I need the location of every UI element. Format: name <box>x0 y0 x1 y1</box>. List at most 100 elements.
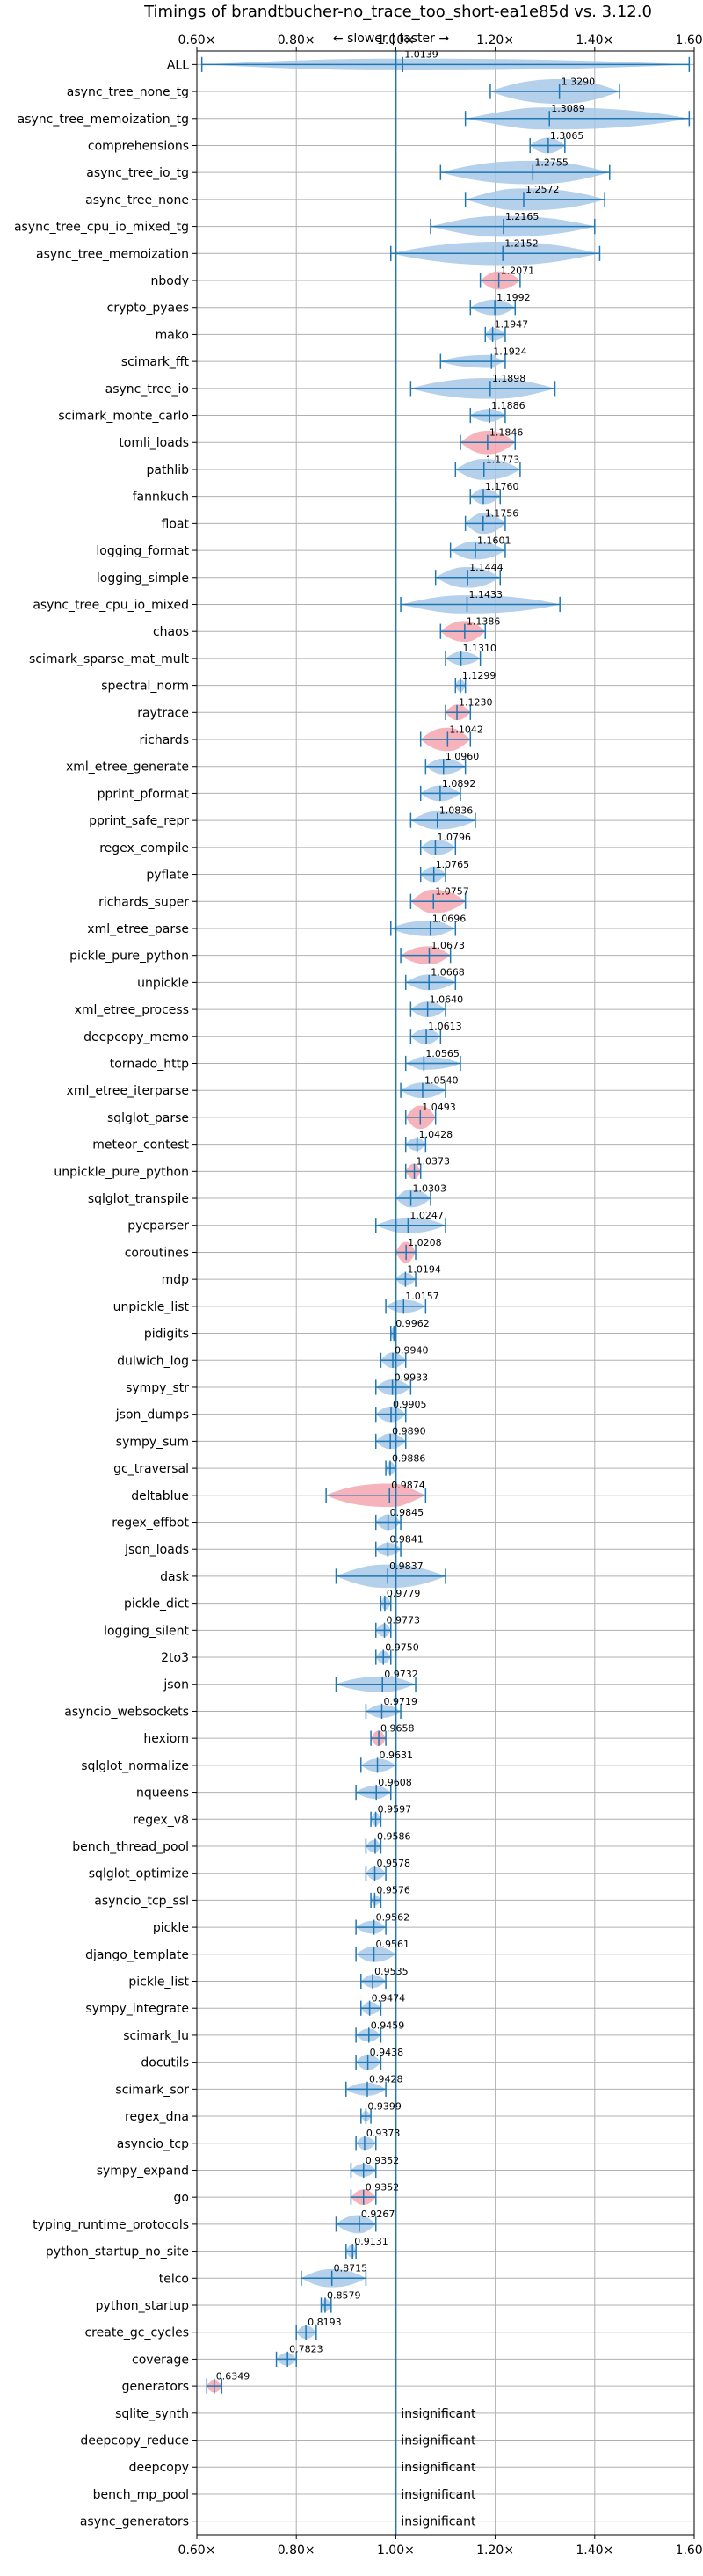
value-label: 0.8715 <box>334 2263 368 2274</box>
category-label: pickle <box>153 1921 189 1935</box>
value-label: 1.1386 <box>467 616 501 628</box>
category-label: pprint_safe_repr <box>89 814 189 828</box>
value-label: 0.9576 <box>376 1885 410 1896</box>
category-label: 2to3 <box>161 1651 189 1665</box>
value-label: 1.0247 <box>409 1210 444 1221</box>
insignificant-label: insignificant <box>401 2407 476 2421</box>
category-label: tomli_loads <box>119 436 189 450</box>
value-label: 0.9890 <box>392 1426 426 1437</box>
category-label: python_startup <box>96 2299 189 2313</box>
value-label: 1.2165 <box>505 211 540 222</box>
category-label: xml_etree_process <box>75 1003 189 1017</box>
category-label: xml_etree_generate <box>66 760 189 775</box>
category-label: sympy_str <box>126 1381 189 1395</box>
category-label: logging_silent <box>104 1624 189 1638</box>
x-tick-label-top: 1.60× <box>676 33 703 47</box>
category-label: richards_super <box>98 895 189 909</box>
value-label: 1.1756 <box>485 508 519 520</box>
category-label: deepcopy <box>129 2461 189 2475</box>
value-label: 0.9535 <box>374 1966 409 1977</box>
value-label: 1.0373 <box>417 1156 451 1168</box>
value-label: 0.9373 <box>366 2128 401 2139</box>
category-label: async_tree_cpu_io_mixed <box>33 598 189 612</box>
category-label: deepcopy_reduce <box>80 2434 189 2449</box>
category-label: sqlglot_normalize <box>81 1759 189 1773</box>
category-label: json_dumps <box>115 1408 189 1423</box>
value-label: 1.2071 <box>501 265 535 276</box>
value-label: 1.0540 <box>424 1075 459 1087</box>
value-label: 0.9438 <box>370 2047 404 2058</box>
value-label: 0.9561 <box>376 1939 410 1950</box>
category-label: scimark_lu <box>123 2029 189 2043</box>
category-label: float <box>162 517 190 531</box>
value-label: 1.0673 <box>431 940 465 951</box>
value-label: 1.2755 <box>534 157 569 169</box>
value-label: 0.9352 <box>366 2155 400 2166</box>
category-label: hexiom <box>143 1732 189 1746</box>
value-label: 1.0640 <box>430 993 464 1005</box>
value-label: 0.9837 <box>389 1561 424 1572</box>
value-label: 0.7823 <box>289 2344 323 2355</box>
category-label: mako <box>156 328 189 342</box>
category-label: raytrace <box>137 706 189 720</box>
category-label: meteor_contest <box>92 1139 189 1153</box>
x-tick-label-bottom: 1.00× <box>377 2543 415 2558</box>
value-label: 1.0892 <box>442 778 476 790</box>
insignificant-label: insignificant <box>401 2461 476 2475</box>
category-label: async_generators <box>80 2515 189 2529</box>
category-label: async_tree_memoization_tg <box>18 113 189 127</box>
chart-subtitle: ← slower | faster → <box>333 32 449 46</box>
category-label: unpickle_pure_python <box>54 1165 189 1179</box>
value-label: 0.9267 <box>361 2209 395 2220</box>
category-label: pickle_list <box>128 1976 189 1990</box>
value-label: 0.9886 <box>392 1452 426 1464</box>
value-label: 1.1760 <box>485 481 519 492</box>
category-label: chaos <box>153 625 189 639</box>
category-label: pathlib <box>147 463 190 477</box>
value-label: 0.9428 <box>369 2074 403 2085</box>
category-label: async_tree_io <box>105 382 189 397</box>
category-label: fannkuch <box>133 491 189 505</box>
category-label: python_startup_no_site <box>46 2245 189 2259</box>
category-label: xml_etree_iterparse <box>67 1084 189 1098</box>
category-label: asyncio_tcp <box>117 2137 189 2151</box>
category-label: sympy_expand <box>97 2164 189 2178</box>
x-tick-label-top: 0.80× <box>278 33 315 47</box>
category-label: sympy_sum <box>116 1435 189 1449</box>
category-label: go <box>174 2191 189 2205</box>
category-label: ALL <box>167 58 189 72</box>
category-label: json <box>163 1678 189 1692</box>
category-label: gc_traversal <box>113 1462 189 1476</box>
value-label: 0.9597 <box>378 1804 412 1816</box>
x-tick-label-bottom: 1.60× <box>676 2543 703 2558</box>
value-label: 1.1924 <box>493 346 527 357</box>
category-label: logging_simple <box>97 571 189 586</box>
category-label: generators <box>122 2380 189 2394</box>
value-label: 1.3290 <box>562 76 596 87</box>
violin-layer <box>200 51 691 2535</box>
category-label: unpickle <box>137 976 189 990</box>
category-label: scimark_monte_carlo <box>58 410 189 424</box>
value-label: 0.9658 <box>380 1722 415 1734</box>
category-label: deepcopy_memo <box>83 1030 189 1044</box>
value-label: 1.1846 <box>489 427 524 439</box>
category-label: pycparser <box>127 1219 189 1233</box>
value-label: 0.9352 <box>366 2181 400 2193</box>
value-label: 1.2152 <box>504 238 539 250</box>
value-label: 1.2572 <box>525 184 560 195</box>
category-label: pyflate <box>146 869 189 883</box>
value-label: 0.9874 <box>391 1480 425 1491</box>
x-tick-label-bottom: 1.40× <box>576 2543 613 2558</box>
value-label: 1.0208 <box>408 1237 442 1248</box>
category-label: async_tree_cpu_io_mixed_tg <box>14 221 189 235</box>
category-label: richards <box>140 733 190 747</box>
value-label: 0.9459 <box>371 2019 405 2031</box>
category-label: dulwich_log <box>117 1354 189 1368</box>
value-label: 0.9841 <box>389 1534 424 1546</box>
value-label: 0.9562 <box>376 1911 410 1923</box>
category-label: async_tree_none <box>85 193 189 207</box>
category-label: pickle_pure_python <box>69 950 189 964</box>
category-label: sqlglot_optimize <box>89 1867 189 1881</box>
value-label: 1.1299 <box>462 670 496 681</box>
category-label: bench_mp_pool <box>93 2488 189 2502</box>
